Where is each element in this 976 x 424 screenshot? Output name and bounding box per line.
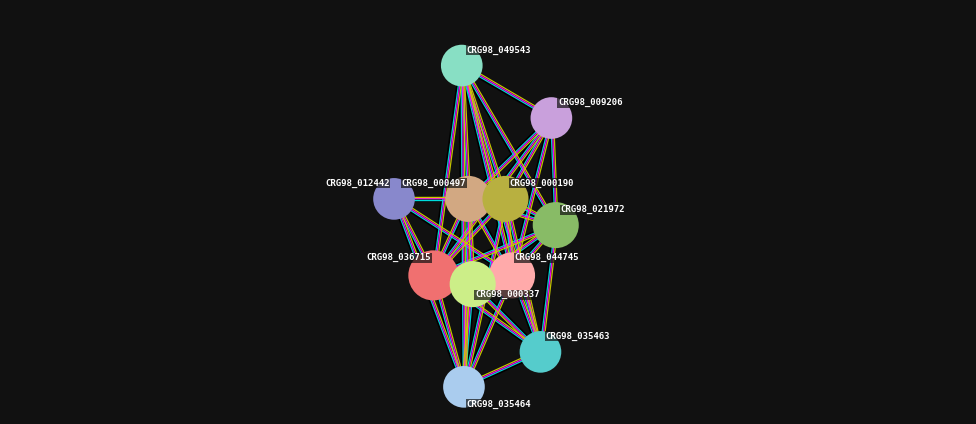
Point [548,222,563,229]
Point [465,281,480,287]
Text: CRG98_012442: CRG98_012442 [325,179,389,188]
Point [386,195,402,202]
Text: CRG98_036715: CRG98_036715 [367,253,431,262]
Text: CRG98_049543: CRG98_049543 [467,45,531,55]
Text: CRG98_035464: CRG98_035464 [467,399,531,409]
Point [544,114,559,121]
Point [505,272,520,279]
Text: CRG98_000190: CRG98_000190 [509,179,574,188]
Text: CRG98_000337: CRG98_000337 [475,290,540,299]
Point [461,195,476,202]
Text: CRG98_009206: CRG98_009206 [558,98,623,107]
Point [498,195,513,202]
Point [454,62,469,69]
Point [533,349,549,355]
Point [456,383,471,390]
Text: CRG98_000497: CRG98_000497 [402,179,467,188]
Text: CRG98_044745: CRG98_044745 [514,253,579,262]
Point [426,272,441,279]
Text: CRG98_035463: CRG98_035463 [546,332,610,341]
Text: CRG98_021972: CRG98_021972 [560,205,625,214]
